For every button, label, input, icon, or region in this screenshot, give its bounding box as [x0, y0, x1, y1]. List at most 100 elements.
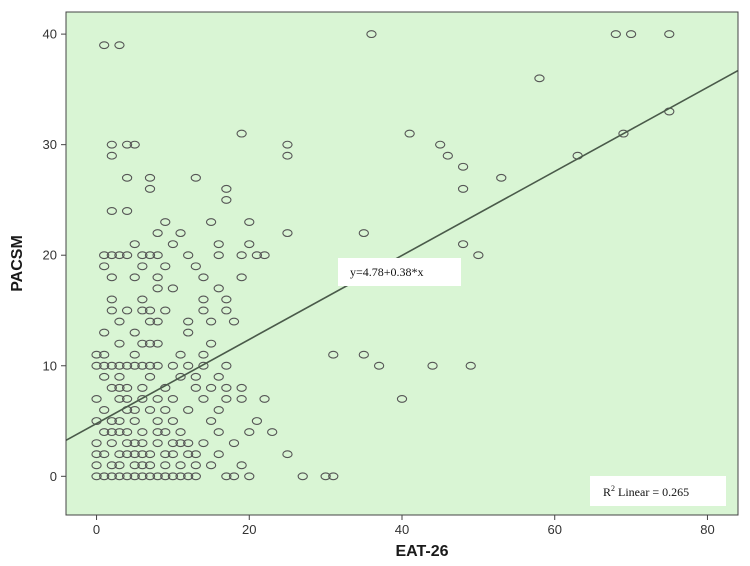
data-point [129, 273, 140, 282]
data-point [99, 262, 110, 271]
data-point [198, 394, 209, 403]
data-point [152, 472, 163, 481]
r2-text: Linear = 0.265 [615, 485, 689, 499]
data-point [213, 251, 224, 260]
data-point [99, 251, 110, 260]
data-point [91, 461, 102, 470]
data-point [160, 450, 171, 459]
data-point [167, 240, 179, 249]
data-point [625, 30, 637, 39]
r2-label: R2 Linear = 0.265 [603, 484, 689, 499]
data-point [160, 262, 171, 271]
data-point [183, 472, 194, 481]
data-point [121, 140, 133, 149]
data-point [236, 251, 247, 260]
data-point [190, 461, 201, 470]
data-point [167, 284, 179, 293]
data-point [121, 472, 133, 481]
data-point [152, 229, 163, 238]
data-point [198, 439, 209, 448]
data-point [121, 428, 133, 437]
data-point [106, 439, 117, 448]
data-point [167, 361, 179, 370]
axis-ticks: 0 20 40 60 80 0 10 20 30 40 [43, 27, 715, 537]
data-point [205, 417, 217, 425]
data-point [198, 350, 209, 359]
data-point [228, 472, 240, 481]
data-point [396, 394, 408, 403]
data-point [236, 129, 247, 138]
data-point [251, 417, 263, 425]
data-point [183, 439, 194, 448]
data-point [137, 472, 148, 481]
data-point [228, 317, 240, 326]
data-point [198, 361, 209, 370]
data-point [121, 251, 133, 260]
data-point [244, 428, 255, 437]
x-tick-label: 80 [700, 522, 714, 537]
data-point [144, 339, 156, 348]
data-point [106, 428, 117, 437]
data-point [175, 439, 186, 448]
data-point [91, 361, 102, 370]
data-point [190, 262, 201, 271]
data-point [297, 472, 308, 481]
data-point [213, 240, 224, 249]
data-point [183, 251, 194, 260]
data-point [114, 417, 125, 425]
data-point [366, 30, 377, 39]
y-tick-label: 40 [43, 27, 57, 42]
data-point [358, 350, 369, 359]
data-point [129, 361, 140, 370]
data-point [152, 439, 163, 448]
data-point [129, 439, 140, 448]
data-point [152, 417, 163, 425]
data-point [190, 372, 201, 381]
data-point [137, 383, 148, 392]
data-point [144, 372, 156, 381]
data-point [91, 350, 102, 359]
data-point [137, 450, 148, 459]
data-point [183, 406, 194, 414]
data-point [175, 461, 186, 470]
data-point [106, 273, 117, 282]
data-point [114, 461, 125, 470]
data-point [190, 383, 201, 392]
data-point [664, 30, 675, 39]
data-point [404, 129, 415, 138]
data-point [221, 306, 232, 315]
data-point [99, 328, 110, 337]
data-point [114, 41, 125, 50]
data-point [205, 339, 217, 348]
x-tick-label: 20 [242, 522, 256, 537]
data-point [282, 151, 293, 160]
regression-line [65, 69, 739, 441]
data-point [106, 461, 117, 470]
data-points [91, 30, 675, 481]
data-point [129, 350, 140, 359]
data-point [137, 461, 148, 470]
data-point [160, 218, 171, 226]
data-point [427, 361, 438, 370]
data-point [213, 372, 224, 381]
data-point [457, 162, 469, 171]
data-point [282, 140, 293, 149]
data-point [144, 317, 156, 326]
y-tick-label: 10 [43, 358, 57, 373]
data-point [244, 240, 255, 249]
data-point [160, 472, 171, 481]
data-point [244, 218, 255, 226]
data-point [221, 184, 232, 193]
data-point [175, 372, 186, 381]
data-point [205, 317, 217, 326]
data-point [473, 251, 484, 260]
data-point [198, 273, 209, 282]
data-point [244, 472, 255, 481]
data-point [121, 361, 133, 370]
data-point [99, 350, 110, 359]
data-point [175, 350, 186, 359]
data-point [99, 428, 110, 437]
data-point [435, 140, 446, 149]
data-point [106, 383, 117, 392]
data-point [236, 273, 247, 282]
